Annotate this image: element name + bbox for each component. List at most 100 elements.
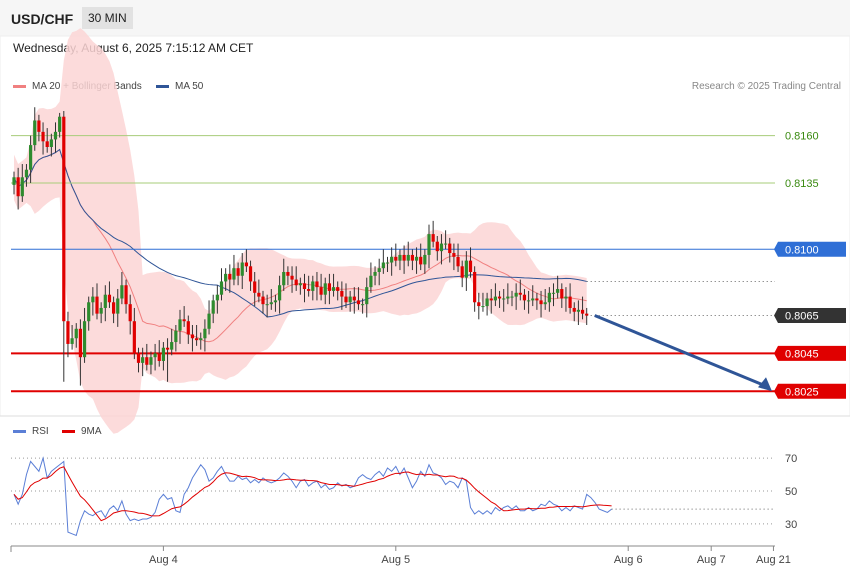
candle	[228, 264, 232, 293]
level-label: 0.8160	[785, 131, 819, 143]
candle	[215, 285, 219, 314]
candle	[290, 266, 294, 293]
candle	[439, 234, 444, 265]
candle-body	[99, 307, 103, 314]
candle	[174, 325, 178, 352]
candle	[473, 266, 477, 312]
candle-body	[278, 285, 282, 301]
candle-body	[78, 328, 82, 358]
candle	[37, 114, 41, 142]
candle-body	[385, 262, 390, 264]
candle-body	[535, 298, 539, 301]
candle-body	[527, 300, 531, 302]
candle-body	[365, 287, 369, 305]
candle-body	[427, 234, 431, 255]
candle	[531, 285, 535, 307]
candle-body	[311, 281, 315, 291]
candle-body	[153, 353, 157, 358]
candle	[502, 289, 506, 312]
candle-body	[149, 357, 153, 365]
candle-body	[182, 319, 186, 322]
candle-body	[273, 300, 278, 303]
candle-body	[452, 253, 456, 257]
candle	[49, 133, 53, 157]
candle-body	[58, 116, 62, 132]
candle	[527, 290, 531, 314]
candle-body	[302, 283, 307, 290]
x-tick-label: Aug 4	[149, 554, 178, 566]
candle	[78, 319, 82, 386]
candle	[307, 275, 311, 297]
candle-body	[165, 347, 170, 350]
candle	[298, 277, 302, 295]
candle-body	[344, 296, 348, 303]
candle	[331, 273, 336, 297]
candle	[477, 292, 481, 320]
candle-body	[211, 300, 215, 314]
candle	[211, 294, 215, 324]
bollinger-band	[14, 28, 587, 434]
candle-body	[448, 243, 452, 254]
ma50-line	[13, 148, 587, 318]
candle-body	[265, 304, 269, 306]
candle-body	[41, 131, 45, 142]
candle-body	[53, 131, 58, 140]
candle-body	[145, 357, 149, 365]
candle-body	[410, 254, 414, 261]
level-label: 0.8100	[785, 244, 819, 256]
candle-body	[547, 292, 551, 303]
candle	[265, 294, 269, 318]
candle-body	[331, 287, 336, 291]
candle	[402, 245, 406, 274]
legend-ma50: MA 50	[156, 81, 203, 92]
candle-body	[128, 304, 132, 322]
candle-body	[543, 302, 547, 305]
level-label: 0.8025	[785, 386, 819, 398]
candle	[431, 220, 435, 248]
timeframe-badge[interactable]: 30 MIN	[82, 7, 133, 29]
candle	[53, 122, 58, 153]
candle	[568, 283, 572, 314]
candle	[12, 171, 16, 195]
candle	[182, 306, 186, 327]
candle	[356, 287, 361, 310]
candle-body	[261, 296, 265, 305]
candle	[207, 300, 211, 335]
candle	[153, 343, 157, 371]
legend-rsi: RSI	[13, 426, 49, 437]
candle	[506, 283, 510, 305]
rsi-tick-label: 30	[785, 519, 797, 531]
candle-body	[37, 120, 41, 132]
candle	[190, 325, 195, 352]
candle-body	[240, 262, 244, 276]
candle-body	[232, 268, 236, 280]
candle	[456, 243, 460, 272]
candle	[112, 296, 116, 324]
candle	[448, 237, 452, 263]
candle	[91, 287, 95, 316]
candle	[390, 247, 394, 276]
candle-body	[361, 304, 365, 306]
candle-body	[477, 302, 481, 307]
candle	[195, 325, 199, 346]
candle-body	[124, 285, 128, 305]
candle	[282, 258, 286, 291]
candle	[377, 258, 381, 286]
candle-body	[327, 283, 331, 291]
candle-body	[248, 266, 253, 282]
candle	[435, 236, 439, 261]
candle	[87, 296, 91, 331]
candle-body	[560, 289, 564, 299]
candle-body	[66, 321, 70, 344]
candle-body	[82, 321, 87, 358]
candle	[489, 289, 493, 314]
candle	[70, 325, 74, 350]
candle-body	[195, 338, 199, 341]
candle	[178, 309, 182, 344]
candle	[62, 111, 66, 382]
rsi-tick-label: 50	[785, 486, 797, 498]
candle	[170, 328, 174, 356]
level-label: 0.8045	[785, 348, 819, 360]
candle-body	[207, 313, 211, 329]
